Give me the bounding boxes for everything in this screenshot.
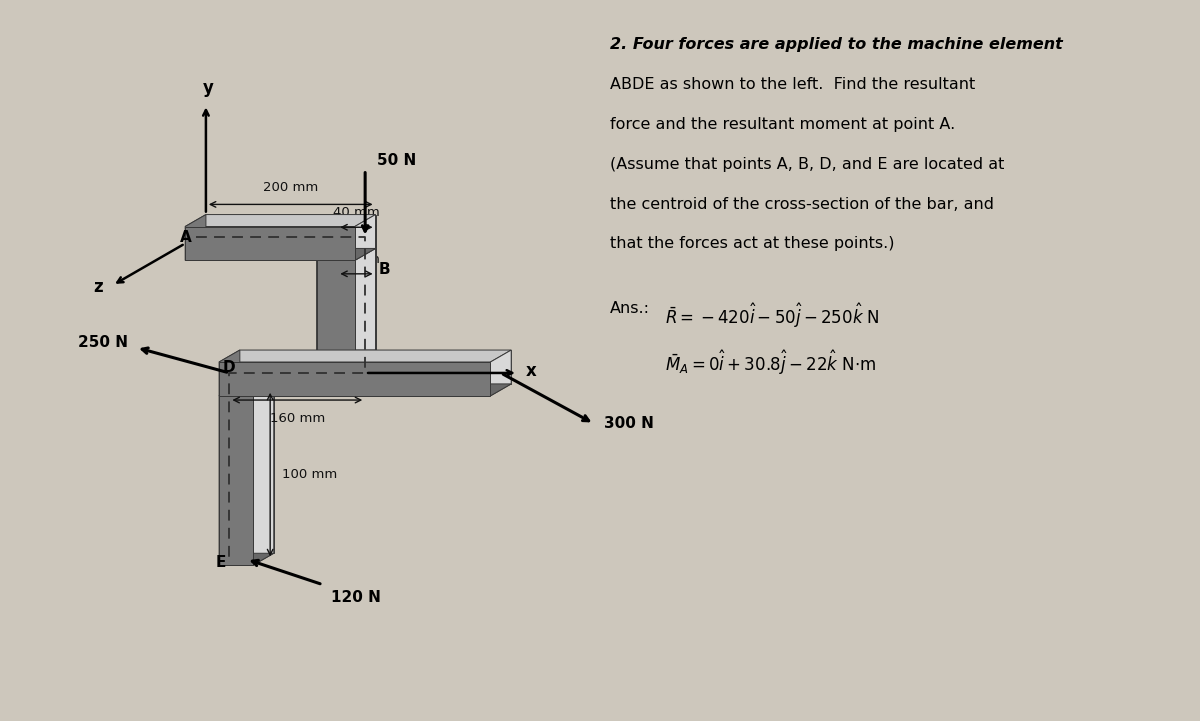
Text: 250 N: 250 N	[78, 335, 128, 350]
Polygon shape	[355, 249, 376, 362]
Polygon shape	[220, 396, 253, 565]
Text: 2. Four forces are applied to the machine element: 2. Four forces are applied to the machin…	[610, 37, 1063, 52]
Polygon shape	[240, 350, 511, 384]
Text: $\bar{R} = -420\hat{i} - 50\hat{j} - 250\hat{k}$ N: $\bar{R} = -420\hat{i} - 50\hat{j} - 250…	[665, 301, 880, 329]
Polygon shape	[220, 350, 240, 396]
Polygon shape	[220, 553, 274, 565]
Text: B: B	[379, 262, 390, 277]
Text: force and the resultant moment at point A.: force and the resultant moment at point …	[610, 117, 955, 132]
Polygon shape	[317, 260, 355, 362]
Text: 40 mm: 40 mm	[334, 206, 380, 219]
Polygon shape	[185, 215, 206, 260]
Polygon shape	[253, 384, 274, 565]
Polygon shape	[206, 215, 376, 249]
Polygon shape	[317, 350, 376, 362]
Text: y: y	[203, 79, 214, 97]
Polygon shape	[317, 249, 376, 260]
Text: the centroid of the cross-section of the bar, and: the centroid of the cross-section of the…	[610, 197, 994, 212]
Polygon shape	[337, 249, 376, 350]
Polygon shape	[220, 350, 511, 362]
Text: A: A	[180, 230, 191, 245]
Text: (Assume that points A, B, D, and E are located at: (Assume that points A, B, D, and E are l…	[610, 156, 1004, 172]
Polygon shape	[185, 249, 376, 260]
Polygon shape	[491, 350, 511, 396]
Text: ABDE as shown to the left.  Find the resultant: ABDE as shown to the left. Find the resu…	[610, 77, 976, 92]
Polygon shape	[220, 384, 274, 396]
Text: 300 N: 300 N	[604, 416, 654, 431]
Text: 160 mm: 160 mm	[270, 412, 325, 425]
Text: 50 N: 50 N	[377, 153, 416, 168]
Text: x: x	[526, 362, 536, 380]
Text: 200 mm: 200 mm	[263, 182, 318, 195]
Text: 100 mm: 100 mm	[282, 468, 337, 481]
Polygon shape	[240, 384, 274, 553]
Text: E: E	[216, 555, 226, 570]
Polygon shape	[185, 226, 355, 260]
Text: D: D	[223, 360, 235, 375]
Polygon shape	[220, 384, 511, 396]
Polygon shape	[317, 249, 337, 362]
Text: Ans.:: Ans.:	[610, 301, 650, 317]
Text: 20 mm: 20 mm	[334, 253, 380, 266]
Text: 120 N: 120 N	[331, 590, 380, 605]
Polygon shape	[355, 215, 376, 260]
Text: that the forces act at these points.): that the forces act at these points.)	[610, 236, 894, 252]
Polygon shape	[220, 384, 240, 565]
Polygon shape	[185, 215, 376, 226]
Polygon shape	[220, 362, 491, 396]
Text: $\bar{M}_A = 0\hat{i} + 30.8\hat{j} - 22\hat{k}\ \mathrm{N{\cdot}m}$: $\bar{M}_A = 0\hat{i} + 30.8\hat{j} - 22…	[665, 348, 876, 376]
Text: z: z	[92, 278, 102, 296]
